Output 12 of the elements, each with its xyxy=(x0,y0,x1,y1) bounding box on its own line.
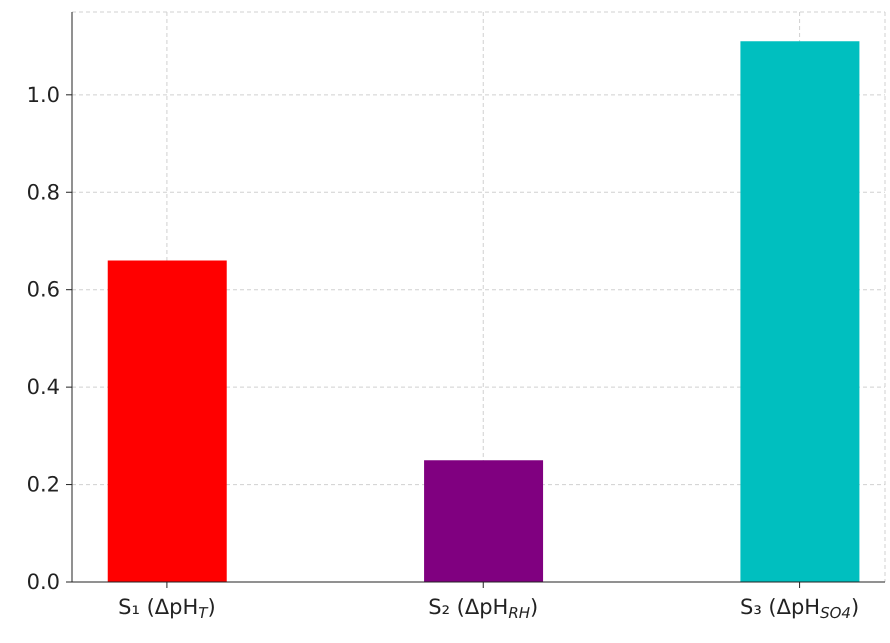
x-tick-label: S₂ (ΔpH$_{RH}$) xyxy=(428,595,538,622)
y-tick-label: 0.6 xyxy=(26,278,60,302)
y-tick-label: 0.0 xyxy=(26,570,60,594)
bar xyxy=(740,41,860,582)
y-tick-label: 0.4 xyxy=(26,375,60,400)
bar xyxy=(108,260,227,582)
y-tick-label: 0.8 xyxy=(26,180,60,204)
y-tick-label: 1.0 xyxy=(26,82,60,107)
y-tick-label: 0.2 xyxy=(26,472,60,497)
x-tick-label: S₁ (ΔpH$_{T}$) xyxy=(118,595,216,622)
bar xyxy=(424,460,544,582)
x-tick-label: S₃ (ΔpH$_{SO4}$) xyxy=(740,595,860,622)
